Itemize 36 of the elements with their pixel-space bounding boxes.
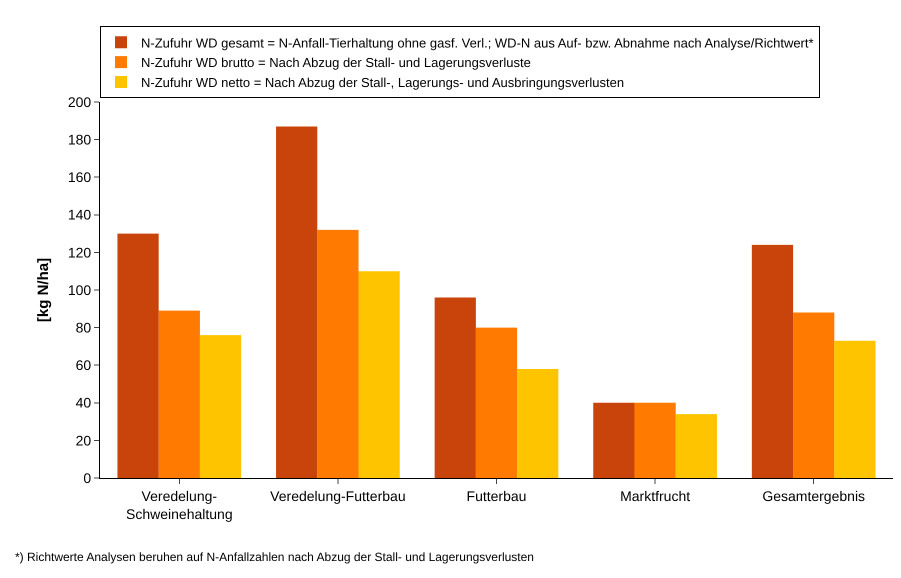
- x-tick-label: Veredelung-Futterbau: [270, 488, 406, 504]
- x-tick-label: Veredelung- Schweinehaltung: [126, 488, 233, 522]
- legend-label: N-Zufuhr WD gesamt = N-Anfall-Tierhaltung ohne gasf. Verl.; WD-N aus Auf- bzw. Abnahme nach Analyse/Richtwert*: [141, 35, 814, 50]
- x-tick-label: Futterbau: [466, 488, 526, 504]
- y-axis-title: [kg N/ha]: [35, 258, 52, 322]
- y-tick-label: 20: [76, 432, 92, 448]
- bar: [476, 328, 518, 478]
- x-tick-label: Marktfrucht: [620, 488, 690, 504]
- y-tick-label: 200: [68, 94, 92, 110]
- bar: [276, 126, 318, 478]
- bar: [834, 340, 876, 478]
- y-tick-label: 0: [83, 470, 92, 486]
- y-tick-label: 60: [76, 357, 92, 374]
- bar: [676, 414, 717, 478]
- bar: [317, 230, 359, 478]
- legend-label: N-Zufuhr WD brutto = Nach Abzug der Stall- und Lagerungsverluste: [141, 55, 531, 70]
- y-tick-label: 40: [76, 394, 92, 411]
- legend-label: N-Zufuhr WD netto = Nach Abzug der Stall-, Lagerungs- und Ausbringungsverlusten: [141, 75, 624, 90]
- bar: [517, 368, 558, 478]
- bar: [200, 335, 242, 478]
- y-tick-label: 140: [68, 206, 92, 223]
- text: *) Richtwerte Analysen beruhen auf N-Anfallzahlen nach Abzug der Stall- und Lagerungsverlusten: [15, 550, 534, 564]
- bar: [117, 234, 159, 478]
- bar: [793, 312, 834, 478]
- bar: [434, 298, 476, 478]
- bar: [358, 271, 400, 478]
- bar: [593, 402, 634, 478]
- bar: [158, 310, 200, 478]
- x-tick-label: Gesamtergebnis: [762, 488, 866, 504]
- bar: [634, 402, 676, 478]
- y-tick-label: 80: [76, 320, 92, 336]
- y-tick-label: 120: [68, 244, 92, 260]
- y-tick-label: 160: [68, 169, 92, 186]
- y-tick-label: 100: [68, 282, 92, 298]
- bar: [752, 244, 794, 478]
- y-tick-label: 180: [68, 132, 92, 148]
